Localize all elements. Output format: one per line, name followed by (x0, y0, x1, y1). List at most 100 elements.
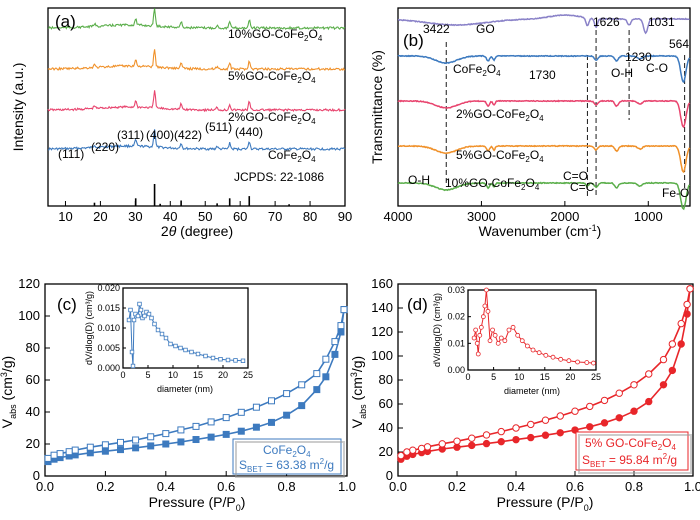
panel-c-desorption-marker (298, 381, 306, 389)
panel-d-inset-marker (506, 327, 512, 333)
panel-a-peak-label: (422) (174, 128, 202, 142)
panel-d-inset-xtick-label: 5 (491, 372, 496, 382)
panel-a-series-label-0: CoFe2O4 (268, 148, 316, 164)
panel-d-inset-marker (478, 324, 484, 330)
panel-d-inset-marker (474, 340, 480, 346)
panel-b-series-label: 10%GO-CoFe2O4 (445, 176, 540, 192)
panel-d-inset-marker (515, 332, 521, 338)
panel-d-inset-marker (536, 350, 542, 356)
panel-c-desorption-marker (71, 446, 79, 454)
panel-d-inset-marker (485, 308, 491, 314)
panel-d-adsorption-marker (556, 429, 564, 437)
panel-d-inset-marker (591, 360, 596, 366)
panel-d-desorption-marker (659, 355, 668, 364)
panel-d-ytick-label: 60 (379, 396, 393, 411)
panel-c-inset-marker (203, 353, 208, 359)
panel-c-inset-marker (135, 313, 141, 319)
panel-a-series-0 (48, 129, 346, 152)
panel-d-adsorption-marker (497, 437, 505, 446)
panel-d-inset-xlabel: diameter (nm) (504, 386, 560, 396)
panel-d-inset-marker (487, 338, 493, 344)
panel-d-inset-xtick-label: 0 (465, 372, 470, 382)
panel-c-desorption-marker (44, 454, 52, 462)
panel-d-desorption-marker (683, 300, 691, 309)
panel-c-desorption-marker (337, 322, 345, 330)
panel-b-series-1 (397, 54, 691, 84)
panel-b-series-2 (397, 99, 691, 129)
panel-c-adsorption-marker (313, 386, 321, 394)
panel-c-inset-ylabel: dV/dlog(D) (cm³/g) (84, 291, 94, 365)
panel-b-ftir: 4000 3000 2000 1000 (b) Transmittance (%) W… (369, 7, 691, 239)
panel-b-band-label: 3422 (423, 22, 450, 36)
panel-a-xtick-label: 40 (163, 209, 177, 224)
panel-c-inset-marker (173, 343, 178, 349)
panel-b-xtick-label: 2000 (550, 209, 579, 224)
panel-c-inset-marker (142, 313, 147, 319)
panel-c-legend-box: SBET = 63.38 m2/g CoFe2O4 (232, 438, 345, 478)
panel-b-band-label: 564 (669, 37, 689, 51)
panel-c-letter: (c) (57, 295, 77, 314)
panel-d-desorption-marker (645, 370, 653, 378)
panel-d-inset-xtick-label: 25 (591, 372, 601, 382)
panel-d-adsorption-marker (527, 433, 535, 442)
panel-b-series-label: GO (476, 22, 495, 36)
panel-c-inset-marker (149, 315, 154, 321)
panel-c-xlabel: Pressure (P/P0) (149, 494, 246, 513)
panel-d-inset-marker (498, 335, 504, 341)
panel-c-desorption-marker (177, 426, 185, 434)
panel-a-series-label-5: 5%GO-CoFe2O4 (228, 69, 316, 85)
panel-d-ytick-label: 0 (386, 468, 393, 483)
panel-a-series-1 (47, 90, 346, 113)
panel-c-isotherm (44, 306, 348, 466)
panel-c-adsorption-marker (207, 433, 215, 441)
panel-d-adsorption-marker (541, 431, 550, 439)
panel-c-inset-marker (168, 341, 173, 347)
panel-d-adsorption-marker (600, 419, 609, 427)
panel-d-inset-marker (575, 359, 580, 365)
panel-d-ytick-label: 80 (379, 372, 393, 387)
panel-b-xlabel: Wavenumber (cm-1) (479, 223, 602, 239)
panel-a-series-2 (47, 49, 346, 72)
panel-c-desorption-marker (331, 338, 339, 346)
panel-c-desorption-marker (86, 443, 94, 451)
panel-b-band-label: O-H (408, 173, 430, 187)
panel-b-frame (397, 7, 691, 207)
panel-d-desorption-marker (677, 319, 685, 328)
panel-d-inset-marker (473, 327, 479, 333)
panel-d-inset-marker (519, 338, 525, 344)
panel-d-inset-marker (477, 332, 483, 338)
panel-c-desorption-marker (207, 418, 215, 426)
panel-d-inset-ytick-label: 0.01 (447, 338, 465, 348)
panel-a-peak-labels: (111) (220)(311) (400) (422)(511) (440) (58, 120, 263, 161)
panel-d-desorption-marker (468, 434, 476, 442)
panel-b-band-label: 1230 (625, 50, 652, 64)
panel-c-xtick-label: 0.6 (217, 479, 235, 494)
panel-c-ylabel: Vabs (cm3/g) (0, 356, 18, 428)
panel-d-sbet: SBET = 95.84 m2/g (582, 452, 677, 469)
panel-c-inset-xtick-label: 15 (193, 370, 203, 380)
panel-c-inset-marker (183, 347, 188, 353)
panel-d-adsorption-marker (512, 435, 520, 444)
panel-c-inset-marker (225, 357, 231, 363)
panel-c-inset-marker (195, 351, 201, 357)
panel-c-desorption-marker (101, 441, 109, 449)
panel-a-xtick-label: 30 (128, 209, 142, 224)
panel-d-desorption-marker (482, 431, 491, 439)
panel-c-legend-frame (232, 438, 342, 475)
panel-d-xtick-label: 0.4 (507, 479, 525, 494)
panel-d-adsorption-marker (668, 366, 677, 375)
panel-c-sbet: SBET = 63.38 m2/g (239, 457, 334, 474)
panel-c-inset-marker (155, 327, 161, 333)
panel-c-ytick-label: 0 (33, 468, 40, 483)
panel-d-xtick-label: 0.6 (566, 479, 584, 494)
panel-c-inset-ytick-label: 0.000 (97, 363, 120, 373)
panel-c-legend-name: CoFe2O4 (263, 443, 311, 459)
panel-c-ytick-label: 20 (26, 436, 40, 451)
panel-d-desorption-marker (397, 451, 405, 460)
panel-c-adsorption-marker (298, 402, 306, 410)
panel-b-band-label: Fe-O (662, 186, 689, 200)
panel-d-inset: dV/dlog(D) (cm³/g) diameter (nm) 0 5 10 15 2… (432, 285, 601, 396)
panel-a-series-label-2: 2%GO-CoFe2O4 (228, 110, 316, 126)
